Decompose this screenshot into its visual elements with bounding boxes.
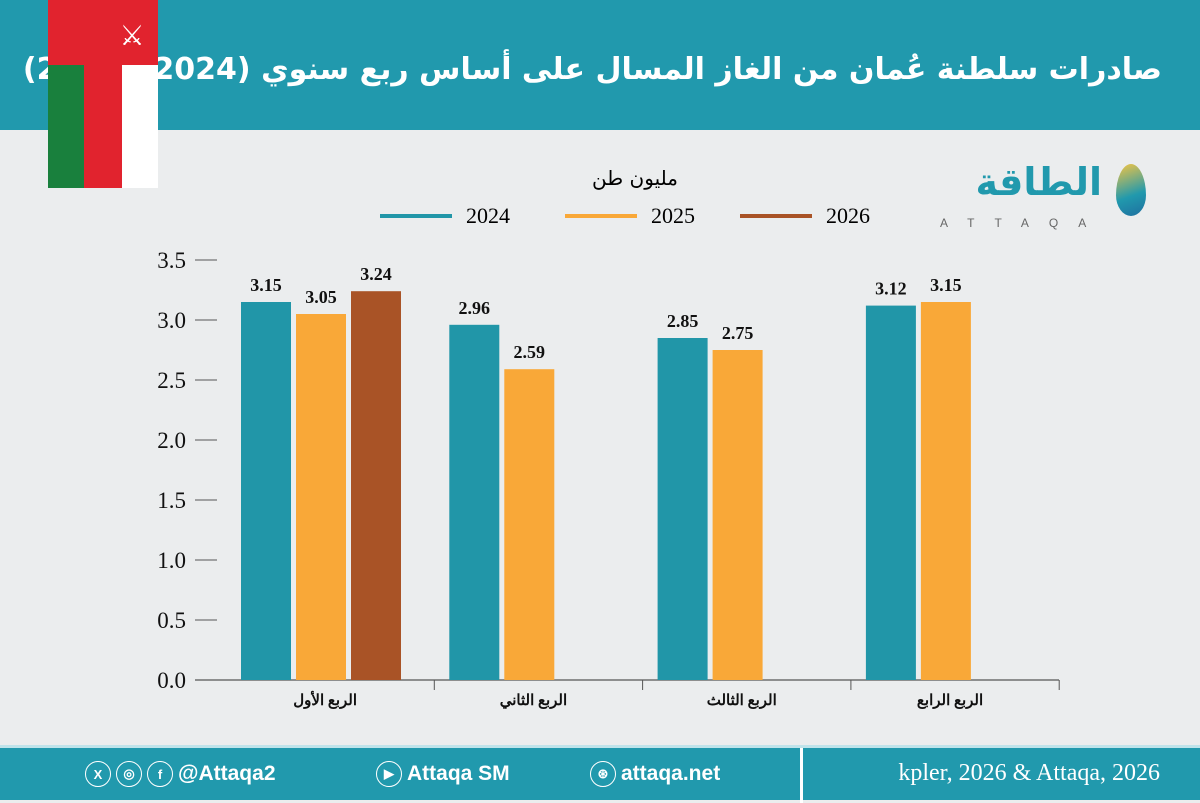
header-bar: صادرات سلطنة عُمان من الغاز المسال على أ…	[0, 0, 1200, 130]
svg-text:⚔: ⚔	[119, 21, 144, 52]
data-label: 2.96	[459, 298, 491, 318]
social-handles: X ◎ f @Attaqa2	[85, 761, 276, 787]
bar-2025	[712, 350, 763, 680]
bar-chart: 0.0 0.5 1.0 1.5 2.0 2.5 3.0 3.5 الربع الأول 3.15 3…	[157, 248, 1060, 710]
x-tick-label: الربع الأول	[293, 690, 357, 709]
instagram-icon[interactable]: ◎	[116, 761, 142, 787]
x-tick-label: الربع الرابع	[917, 693, 983, 709]
y-tick-label: 3.0	[157, 308, 186, 333]
handle-text[interactable]: @Attaqa2	[178, 762, 276, 785]
data-label: 3.05	[305, 287, 337, 307]
legend-label: 2026	[826, 203, 870, 228]
bar-2025	[296, 314, 346, 680]
legend-item-2024: 2024	[380, 203, 510, 229]
attaqa-logo: الطاقة ATTAQA	[930, 160, 1150, 240]
bar-2025	[504, 369, 555, 680]
y-tick-label: 1.0	[157, 548, 186, 573]
data-label: 3.24	[360, 264, 392, 284]
y-tick-label: 2.5	[157, 368, 186, 393]
legend-label: 2025	[651, 203, 695, 228]
legend-item-2026: 2026	[740, 203, 870, 229]
globe-icon: ⊛	[590, 761, 616, 787]
data-label: 2.59	[514, 342, 546, 362]
youtube-link[interactable]: ▶ Attaqa SM	[376, 761, 510, 787]
website-link[interactable]: ⊛ attaqa.net	[590, 761, 720, 787]
x-tick-label: الربع الثالث	[707, 693, 777, 709]
x-tick-label: الربع الثاني	[500, 693, 567, 710]
data-label: 3.15	[930, 275, 962, 295]
bar-2024	[865, 305, 916, 680]
bar-2024	[449, 324, 500, 680]
youtube-icon: ▶	[376, 761, 402, 787]
footer-divider	[800, 748, 803, 803]
y-tick-label: 1.5	[157, 488, 186, 513]
y-tick-label: 0.5	[157, 608, 186, 633]
bar-2025	[920, 302, 971, 680]
facebook-icon[interactable]: f	[147, 761, 173, 787]
legend-item-2025: 2025	[565, 203, 695, 229]
y-unit-label: مليون طن	[592, 166, 678, 190]
youtube-label: Attaqa SM	[407, 762, 510, 785]
y-tick-label: 2.0	[157, 428, 186, 453]
data-label: 2.75	[722, 323, 754, 343]
y-tick-label: 3.5	[157, 248, 186, 273]
website-label: attaqa.net	[621, 762, 721, 785]
data-label: 2.85	[667, 311, 699, 331]
legend-label: 2024	[466, 203, 510, 228]
data-label: 3.15	[250, 275, 282, 295]
drop-icon	[1116, 164, 1146, 216]
footer: X ◎ f @Attaqa2 ▶ Attaqa SM ⊛ attaqa.net …	[0, 745, 1200, 803]
legend-swatch	[740, 214, 812, 218]
bar-2026	[351, 291, 401, 680]
logo-arabic: الطاقة	[975, 160, 1102, 204]
data-label: 3.12	[875, 279, 907, 299]
oman-flag: ⚔	[48, 0, 158, 188]
legend-swatch	[380, 214, 452, 218]
y-tick-label: 0.0	[157, 668, 186, 693]
source-text: kpler, 2026 & Attaqa, 2026	[898, 760, 1160, 786]
x-icon[interactable]: X	[85, 761, 111, 787]
bar-2024	[657, 338, 708, 680]
legend-swatch	[565, 214, 637, 218]
bar-2024	[241, 302, 291, 680]
logo-latin: ATTAQA	[940, 216, 1107, 230]
